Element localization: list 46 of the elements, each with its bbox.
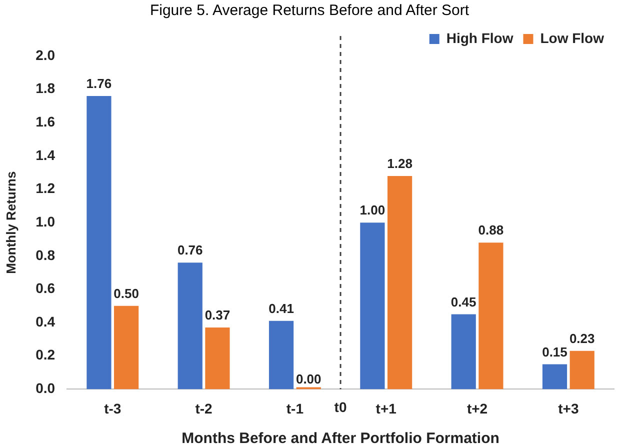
x-tick-label: t-1 bbox=[286, 400, 304, 416]
y-tick-label: 0.4 bbox=[36, 313, 56, 330]
y-tick-label: 1.8 bbox=[36, 80, 56, 96]
y-tick-label: 2.0 bbox=[36, 46, 56, 63]
y-axis-title: Monthly Returns bbox=[3, 171, 18, 274]
chart-title: Figure 5. Average Returns Before and After Sort bbox=[148, 2, 470, 19]
data-label: 0.50 bbox=[114, 286, 139, 301]
bar bbox=[570, 350, 594, 390]
data-label: 0.23 bbox=[569, 330, 595, 346]
y-tick-label: 0.6 bbox=[36, 280, 56, 296]
data-label: 0.37 bbox=[204, 308, 230, 323]
x-tick-label: t+3 bbox=[558, 400, 579, 416]
data-label: 0.88 bbox=[478, 222, 504, 238]
x-tick-label: t-3 bbox=[104, 400, 122, 416]
data-label: 1.28 bbox=[387, 156, 412, 172]
bar bbox=[268, 320, 294, 390]
x-axis-title: Months Before and After Portfolio Formation bbox=[182, 430, 500, 448]
x-tick-label: t-2 bbox=[195, 400, 213, 416]
text: t0 bbox=[334, 399, 347, 416]
y-tick-label: 0.0 bbox=[36, 380, 56, 396]
data-label: 0.41 bbox=[268, 300, 294, 316]
y-tick-label: 1.6 bbox=[36, 114, 56, 130]
data-label: 0.00 bbox=[296, 371, 322, 386]
x-tick-label: t+1 bbox=[376, 400, 397, 416]
y-tick-label: 0.8 bbox=[36, 246, 56, 263]
bar bbox=[478, 242, 504, 390]
bar bbox=[387, 176, 412, 390]
bar bbox=[205, 328, 230, 390]
bar bbox=[451, 314, 476, 390]
data-label: 0.15 bbox=[542, 344, 568, 360]
data-label: 1.00 bbox=[360, 202, 386, 218]
legend-label: High Flow bbox=[446, 30, 514, 46]
bar bbox=[86, 96, 112, 390]
y-tick-label: 1.2 bbox=[36, 180, 56, 196]
data-label: 0.45 bbox=[450, 294, 476, 310]
bar bbox=[360, 222, 385, 390]
y-tick-label: 1.0 bbox=[36, 213, 56, 230]
data-label: 1.76 bbox=[86, 76, 112, 92]
data-label: 0.76 bbox=[177, 242, 203, 258]
y-tick-label: 0.2 bbox=[36, 346, 56, 363]
legend-label: Low Flow bbox=[540, 30, 604, 46]
bar bbox=[178, 262, 202, 390]
bar bbox=[542, 364, 568, 390]
x-tick-label: t+2 bbox=[466, 400, 488, 416]
bar bbox=[114, 306, 139, 390]
y-tick-label: 1.4 bbox=[36, 146, 56, 163]
